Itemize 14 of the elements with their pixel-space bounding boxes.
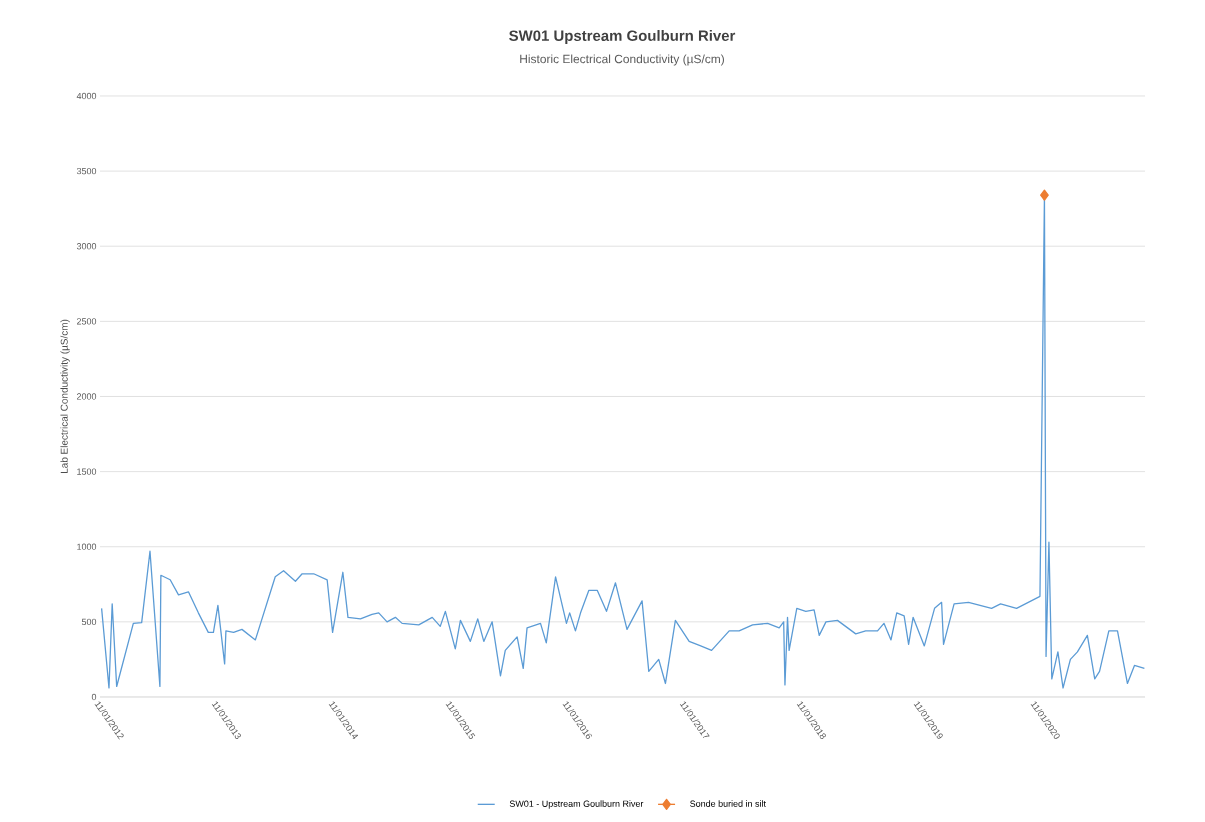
y-tick-label: 0 [91,693,97,701]
y-tick-label: 2000 [77,393,97,400]
y-axis-title: Lab Electrical Conductivity (µS/cm) [60,319,70,474]
y-tick-label: 2500 [77,318,97,325]
chart-subtitle: Historic Electrical Conductivity (µS/cm) [520,54,724,66]
y-tick-label: 3000 [76,243,97,250]
y-tick-label: 1500 [77,468,97,475]
y-tick-label: 500 [81,618,97,626]
chart-title: SW01 Upstream Goulburn River [509,30,736,44]
y-tick-label: 4000 [76,92,97,100]
y-tick-label: 3500 [76,167,97,175]
y-tick-label: 1000 [77,543,97,550]
legend-label: SW01 - Upstream Goulburn River [509,800,644,809]
legend-label: Sonde buried in silt [690,800,766,807]
